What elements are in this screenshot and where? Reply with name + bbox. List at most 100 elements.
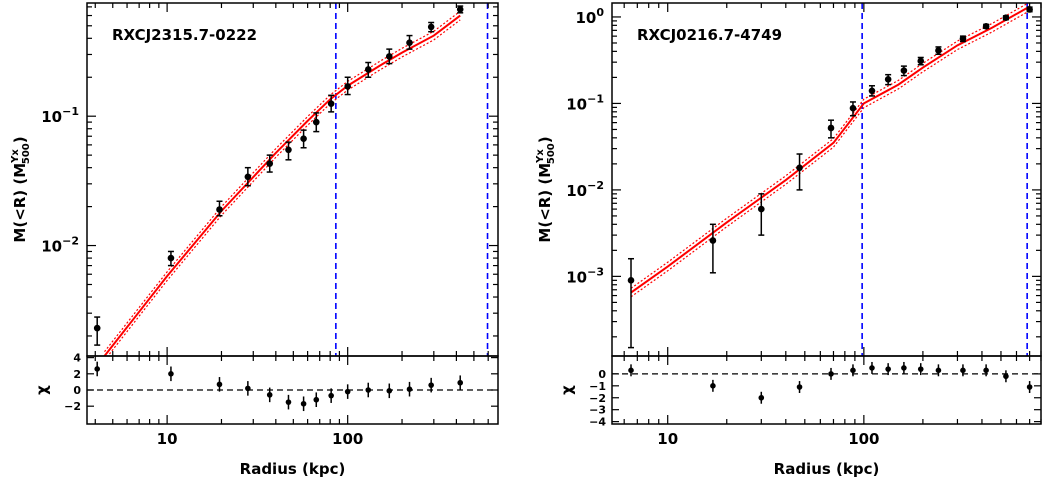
data-point-14 [456, 6, 464, 13]
residual-tick-label: −3 [589, 404, 606, 417]
data-point-1 [167, 254, 175, 262]
residual-point-13 [1003, 373, 1009, 380]
x-tick-label: 100 [848, 430, 879, 448]
residual-tick-label: −2 [589, 392, 606, 405]
residual-point-8 [328, 392, 334, 399]
data-point-1 [709, 237, 717, 244]
data-point-13 [1002, 14, 1010, 22]
residual-point-7 [885, 366, 891, 372]
data-point-4 [827, 124, 835, 132]
data-point-13 [427, 23, 435, 31]
ticks [87, 3, 498, 424]
residual-point-7 [313, 396, 320, 403]
panel-2: 10 100 100 10−1 10−2 10−3 0−1−2−3−4 Radius (kpc… [535, 2, 1042, 478]
data-point-11 [959, 35, 967, 43]
residual-tick-label: 2 [73, 368, 81, 381]
data-point-14 [1026, 6, 1033, 13]
data-point-2 [216, 206, 223, 213]
residual-point-1 [168, 371, 174, 377]
data-point-6 [300, 135, 307, 142]
residual-frame [611, 355, 1042, 425]
residual-point-14 [1026, 384, 1033, 390]
data-point-10 [364, 66, 372, 73]
residual-point-3 [245, 385, 251, 392]
cluster-label: RXCJ2315.7-0222 [112, 26, 257, 44]
x-tick-label: 10 [157, 430, 178, 448]
residual-point-14 [457, 379, 464, 386]
y-tick-label: 10−1 [566, 92, 604, 113]
residual-point-2 [216, 381, 223, 388]
residual-point-0 [94, 366, 100, 372]
x-axis-title: Radius (kpc) [774, 460, 880, 478]
data-point-0 [93, 324, 101, 332]
data-point-3 [244, 173, 252, 181]
residual-point-3 [796, 384, 803, 390]
residual-tick-label: −2 [64, 400, 81, 413]
data-point-11 [385, 53, 393, 60]
data-point-9 [344, 83, 351, 90]
residual-point-13 [428, 382, 434, 388]
y-tick-label: 10−1 [41, 105, 79, 126]
data-points [627, 6, 1033, 349]
residual-panel [612, 361, 1041, 404]
data-point-4 [266, 160, 274, 167]
y-tick-label: 100 [575, 6, 604, 27]
model-curves [103, 10, 461, 356]
residual-point-12 [983, 367, 989, 374]
residual-axis-title: χ [33, 385, 51, 395]
residual-point-6 [869, 365, 875, 371]
residual-point-4 [828, 371, 834, 377]
y-tick-label: 10−2 [566, 179, 604, 200]
data-point-9 [917, 57, 925, 65]
residual-tick-label: 0 [598, 368, 606, 381]
residual-point-9 [344, 388, 351, 395]
residual-point-4 [266, 392, 273, 398]
residual-point-9 [917, 366, 924, 372]
x-tick-label: 10 [657, 430, 678, 448]
data-point-2 [757, 205, 765, 213]
residual-point-10 [365, 387, 372, 393]
model-line [630, 5, 1031, 294]
residual-point-11 [386, 388, 393, 394]
model-upper-bound [104, 10, 461, 353]
data-point-5 [285, 146, 292, 154]
residual-point-0 [628, 367, 634, 374]
panel-1: 10 100 10−1 10−2 4 2 0 −2 Radius (kpc) M(<R) (MYx… [10, 2, 499, 478]
x-axis-title: Radius (kpc) [240, 460, 346, 478]
residual-tick-label: −1 [589, 380, 606, 393]
data-point-5 [849, 104, 857, 112]
residual-tick-label: 4 [73, 352, 81, 365]
data-point-8 [327, 100, 335, 107]
residual-point-8 [901, 365, 907, 371]
residual-point-1 [710, 383, 716, 389]
main-frame [611, 2, 1042, 357]
model-upper-bound [630, 3, 1030, 289]
residual-point-11 [960, 367, 966, 374]
model-lower-bound [630, 10, 1030, 298]
residual-panel [87, 361, 498, 412]
ticks [612, 3, 1042, 424]
residual-point-12 [406, 386, 413, 392]
y-axis-title: M(<R) (MYx500) [535, 136, 557, 242]
cluster-label: RXCJ0216.7-4749 [637, 26, 782, 44]
data-point-7 [884, 76, 892, 83]
residual-point-2 [758, 394, 765, 401]
data-points [93, 5, 464, 346]
y-axis-title: M(<R) (MYx500) [10, 136, 32, 242]
data-point-3 [796, 164, 803, 172]
x-tick-label: 100 [332, 430, 363, 448]
residual-tick-label: −4 [589, 416, 606, 429]
y-tick-label: 10−2 [41, 235, 79, 256]
residual-tick-label: 0 [73, 384, 81, 397]
model-line [103, 14, 461, 356]
residual-point-5 [285, 399, 292, 405]
data-point-7 [312, 118, 320, 126]
data-point-12 [982, 22, 990, 30]
residual-point-5 [850, 367, 856, 374]
data-point-8 [900, 67, 908, 74]
data-point-10 [935, 47, 942, 54]
model-curves [630, 3, 1031, 298]
data-point-0 [627, 277, 635, 284]
residual-axis-title: χ [558, 385, 576, 395]
